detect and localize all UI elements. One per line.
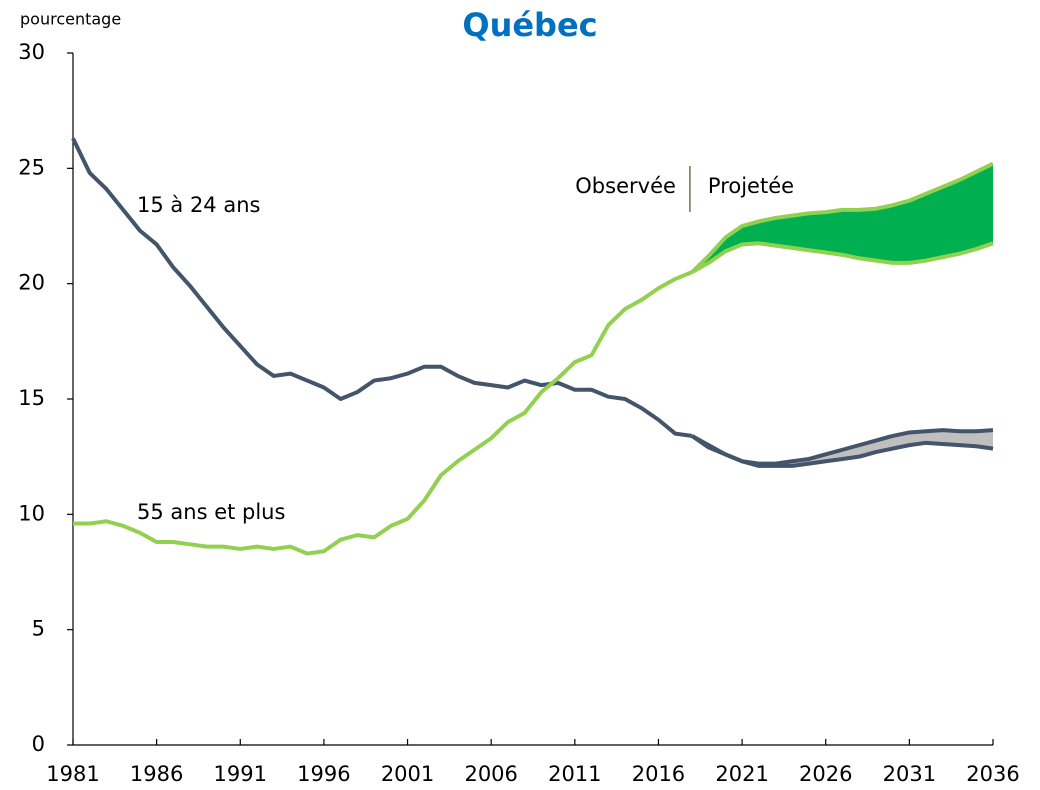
- annotation: Projetée: [708, 174, 794, 198]
- x-tick-label: 2026: [799, 762, 852, 786]
- x-tick-label: 1991: [214, 762, 267, 786]
- y-axis-label: pourcentage: [20, 10, 121, 29]
- x-tick-label: 2006: [464, 762, 517, 786]
- x-tick-label: 1981: [46, 762, 99, 786]
- series-label: 55 ans et plus: [137, 500, 285, 524]
- x-tick-label: 2011: [548, 762, 601, 786]
- chart-title: Québec: [462, 6, 597, 44]
- x-tick-label: 2031: [883, 762, 936, 786]
- x-tick-label: 1986: [130, 762, 183, 786]
- y-tick-label: 5: [32, 617, 45, 641]
- x-tick-label: 2001: [381, 762, 434, 786]
- y-tick-label: 0: [32, 732, 45, 756]
- y-tick-label: 25: [18, 155, 45, 179]
- x-tick-label: 1996: [297, 762, 350, 786]
- x-tick-label: 2036: [966, 762, 1019, 786]
- series-label: 15 à 24 ans: [137, 193, 260, 217]
- annotation: Observée: [575, 174, 676, 198]
- y-tick-label: 10: [18, 501, 45, 525]
- y-tick-label: 15: [18, 386, 45, 410]
- y-tick-label: 30: [18, 40, 45, 64]
- y-tick-label: 20: [18, 271, 45, 295]
- x-tick-label: 2021: [715, 762, 768, 786]
- chart: Québec pourcentage 0 5 10 15 20 25 30 1981 1986 1…: [0, 0, 1040, 790]
- x-tick-label: 2016: [632, 762, 685, 786]
